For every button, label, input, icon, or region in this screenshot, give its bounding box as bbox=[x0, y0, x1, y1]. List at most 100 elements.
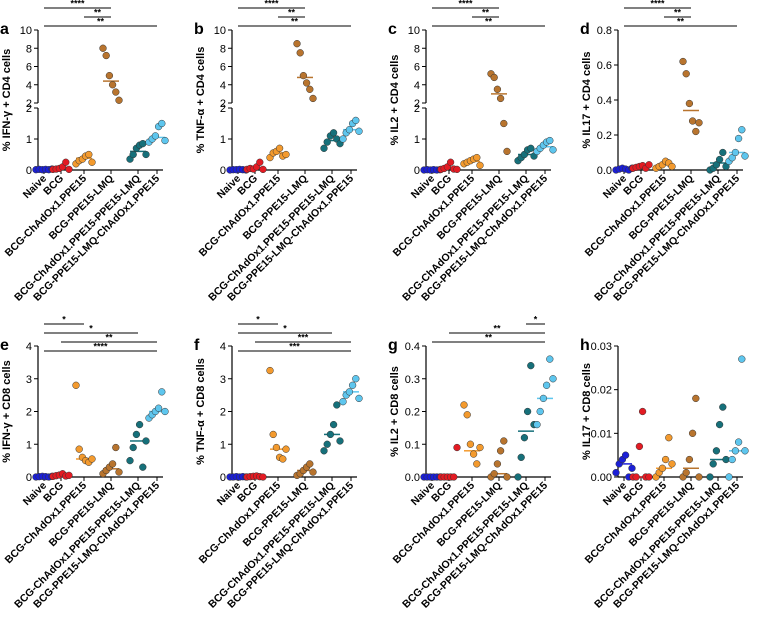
data-point bbox=[719, 403, 727, 411]
significance-label: ** bbox=[94, 8, 102, 18]
data-point bbox=[473, 460, 481, 468]
data-point bbox=[115, 96, 123, 104]
data-point bbox=[542, 381, 551, 389]
data-point bbox=[85, 150, 93, 159]
data-point bbox=[299, 71, 308, 80]
data-point bbox=[112, 443, 120, 452]
data-point bbox=[72, 381, 80, 389]
data-point bbox=[112, 88, 120, 96]
y-tick-label: 2 bbox=[414, 98, 420, 110]
y-tick-label: 0.4 bbox=[597, 95, 612, 107]
data-point bbox=[728, 455, 736, 464]
data-point bbox=[741, 152, 749, 160]
y-tick-label: 0.01 bbox=[591, 428, 612, 440]
data-point bbox=[62, 158, 70, 166]
y-tick-label: 1 bbox=[26, 439, 32, 451]
significance-label: **** bbox=[264, 0, 279, 9]
y-tick-label: 2 bbox=[26, 407, 32, 419]
data-point bbox=[503, 473, 511, 481]
data-point bbox=[734, 438, 743, 446]
data-point bbox=[668, 162, 676, 171]
data-point bbox=[688, 429, 697, 437]
data-point bbox=[665, 434, 673, 442]
y-tick-label: 0.02 bbox=[591, 385, 612, 397]
y-tick-label: 4 bbox=[26, 341, 32, 353]
data-point bbox=[142, 150, 150, 159]
y-tick-label: 8 bbox=[220, 43, 226, 55]
data-point bbox=[503, 147, 511, 156]
data-point bbox=[695, 119, 703, 127]
y-tick-label: 3 bbox=[220, 374, 226, 386]
panel-letter: g bbox=[388, 337, 398, 354]
y-tick-label: 8 bbox=[414, 43, 420, 55]
data-point bbox=[712, 161, 721, 169]
panel-h: 0.000.010.020.03h% IL17 + CD8 cellsNaive… bbox=[580, 337, 749, 611]
data-point bbox=[108, 81, 117, 89]
data-point bbox=[450, 473, 458, 481]
data-point bbox=[323, 138, 331, 146]
significance-label: *** bbox=[289, 342, 300, 352]
data-point bbox=[661, 455, 670, 464]
data-point bbox=[712, 447, 721, 455]
data-point bbox=[719, 148, 727, 157]
data-point bbox=[463, 411, 471, 419]
data-point bbox=[658, 464, 667, 472]
data-point bbox=[336, 437, 344, 445]
y-tick-label: 2 bbox=[220, 103, 226, 115]
y-axis-label: % IL2 + CD4 cells bbox=[389, 55, 401, 146]
y-tick-label: 2 bbox=[220, 98, 226, 110]
data-point bbox=[533, 420, 541, 429]
data-point bbox=[715, 155, 724, 164]
significance-label: * bbox=[534, 315, 538, 325]
data-point bbox=[279, 455, 287, 463]
panel-g: 0.00.10.20.30.4g% IL2 + CD8 cellsNaiveBC… bbox=[388, 315, 557, 611]
y-tick-label: 4 bbox=[414, 80, 420, 92]
data-point bbox=[635, 442, 644, 451]
panel-letter: a bbox=[0, 21, 9, 38]
data-point bbox=[741, 447, 749, 455]
y-tick-label: 2 bbox=[26, 103, 32, 115]
data-point bbox=[105, 71, 114, 80]
data-point bbox=[65, 471, 73, 480]
data-point bbox=[266, 366, 274, 375]
data-point bbox=[668, 460, 676, 468]
data-point bbox=[496, 447, 505, 455]
data-point bbox=[320, 144, 328, 152]
data-point bbox=[709, 460, 717, 468]
y-tick-label: 0 bbox=[26, 472, 32, 484]
data-point bbox=[517, 453, 525, 462]
y-axis-label: % IL17 + CD8 cells bbox=[581, 363, 593, 460]
data-point bbox=[329, 129, 338, 137]
panel-letter: b bbox=[194, 21, 204, 38]
panel-d: 0.00.20.40.60.8d% IL17 + CD4 cellsNaiveB… bbox=[580, 0, 749, 304]
y-tick-label: 0.4 bbox=[405, 341, 420, 353]
data-point bbox=[476, 161, 484, 170]
data-point bbox=[645, 473, 653, 481]
data-point bbox=[339, 135, 347, 143]
data-point bbox=[682, 468, 690, 477]
data-point bbox=[453, 443, 461, 452]
data-point bbox=[348, 381, 357, 389]
data-point bbox=[453, 165, 461, 174]
data-point bbox=[523, 407, 532, 416]
data-point bbox=[496, 94, 505, 103]
data-point bbox=[108, 460, 117, 468]
data-point bbox=[161, 136, 169, 145]
data-point bbox=[282, 445, 290, 453]
y-tick-label: 0 bbox=[414, 165, 420, 177]
significance-label: * bbox=[256, 315, 260, 325]
data-point bbox=[355, 394, 363, 403]
significance-label: **** bbox=[458, 0, 473, 9]
data-point bbox=[269, 430, 277, 439]
significance-label: **** bbox=[70, 0, 85, 9]
data-point bbox=[256, 158, 264, 166]
y-tick-label: 6 bbox=[220, 62, 226, 74]
y-axis-label: % IFN-γ + CD8 cells bbox=[1, 360, 13, 462]
data-point bbox=[546, 136, 554, 145]
data-point bbox=[688, 117, 697, 125]
y-axis-label: % TNF-α + CD4 cells bbox=[195, 47, 207, 154]
significance-label: *** bbox=[298, 333, 309, 343]
significance-label: **** bbox=[93, 342, 108, 352]
data-point bbox=[734, 134, 743, 143]
